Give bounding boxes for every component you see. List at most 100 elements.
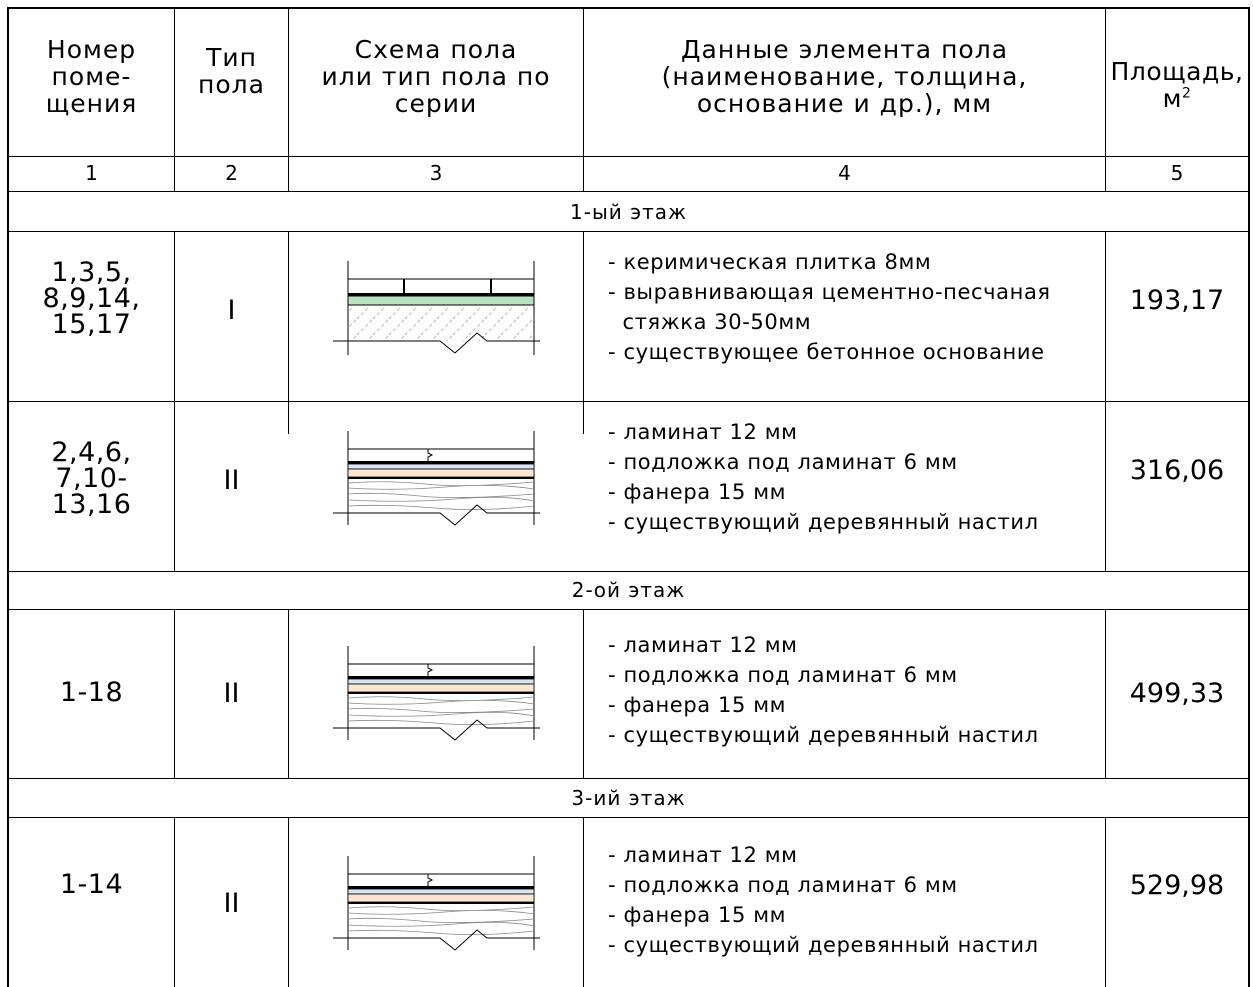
row4-floor-type: II <box>223 888 240 919</box>
header-room-number: Номер поме- щения <box>9 36 174 117</box>
row2-divider <box>7 571 1250 572</box>
col-divider-3-f3 <box>583 817 584 987</box>
column-number: 5 <box>1170 161 1184 185</box>
row3-divider <box>7 778 1250 779</box>
row3-area: 499,33 <box>1129 678 1225 709</box>
area-unit-text: м <box>1162 84 1182 113</box>
row4-area: 529,98 <box>1129 870 1225 901</box>
row2-rooms: 2,4,6, 7,10- 13,16 <box>9 437 174 520</box>
floor3-divider <box>7 817 1250 818</box>
col-divider-1-f1 <box>174 231 175 571</box>
room-line: 1-14 <box>59 869 124 900</box>
element-line: стяжка 30-50мм <box>608 310 812 334</box>
header-line: основание и др.), мм <box>696 89 993 118</box>
column-number: 1 <box>85 161 98 185</box>
floor1-divider <box>7 231 1250 232</box>
col-divider-4 <box>1105 7 1106 192</box>
header-line: щения <box>45 89 138 118</box>
row2-element-list: - ламинат 12 мм - подложка под ламинат 6… <box>608 417 1039 537</box>
header-area-unit: м2 <box>1106 85 1248 112</box>
header-line: (наименование, толщина, <box>661 62 1028 91</box>
col-divider-1-f3 <box>174 817 175 987</box>
header-line: пола <box>198 70 265 99</box>
element-line: - существующий деревянный настил <box>608 510 1039 534</box>
element-line: - фанера 15 мм <box>608 693 787 717</box>
col-divider-3-f1 <box>583 231 584 434</box>
col-divider-2-f2 <box>288 609 289 778</box>
col-divider-1 <box>174 7 175 192</box>
row4-rooms: 1-14 <box>9 869 174 900</box>
row1-rooms: 1,3,5, 8,9,14, 15,17 <box>9 257 174 340</box>
room-line: 1,3,5, <box>51 257 132 288</box>
room-line: 15,17 <box>51 309 132 340</box>
element-line: - керимическая плитка 8мм <box>608 250 932 274</box>
header-line: Тип <box>206 43 257 72</box>
col-divider-4-f2 <box>1105 609 1106 778</box>
header-floor-element-data: Данные элемента пола (наименование, толщ… <box>584 36 1105 117</box>
element-line: - ламинат 12 мм <box>608 420 798 444</box>
element-line: - выравнивающая цементно-песчаная <box>608 280 1051 304</box>
row4-element-list: - ламинат 12 мм - подложка под ламинат 6… <box>608 840 1039 960</box>
col-divider-2-f3 <box>288 817 289 987</box>
element-line: - существующий деревянный настил <box>608 723 1039 747</box>
header-divider <box>7 156 1250 157</box>
laminate-floor-scheme <box>333 856 540 951</box>
table-border-left <box>7 7 9 987</box>
row2-area: 316,06 <box>1129 455 1225 486</box>
element-line: - фанера 15 мм <box>608 903 787 927</box>
column-number: 3 <box>429 161 443 185</box>
col-divider-2 <box>288 7 289 192</box>
laminate-floor-scheme <box>333 431 540 526</box>
header-line: поме- <box>51 62 132 91</box>
header-line: Схема пола <box>354 35 518 64</box>
floor-label: 2-ой этаж <box>571 578 686 602</box>
room-line: 8,9,14, <box>42 283 141 314</box>
row3-element-list: - ламинат 12 мм - подложка под ламинат 6… <box>608 630 1039 750</box>
header-floor-scheme: Схема пола или тип пола по серии <box>289 36 583 117</box>
col-divider-2-f1 <box>288 231 289 434</box>
col-divider-4-f1 <box>1105 231 1106 571</box>
tile-floor-scheme <box>333 261 540 355</box>
table-border-right <box>1248 7 1250 987</box>
room-line: 7,10- <box>55 463 128 494</box>
room-line: 1-18 <box>59 677 124 708</box>
table-border-top <box>7 7 1250 9</box>
laminate-floor-scheme <box>333 646 540 741</box>
row1-element-list: - керимическая плитка 8мм - выравнивающа… <box>608 247 1051 367</box>
element-line: - существующее бетонное основание <box>608 340 1045 364</box>
element-line: - подложка под ламинат 6 мм <box>608 873 958 897</box>
floor-label: 3-ий этаж <box>571 786 686 810</box>
row1-floor-type: I <box>227 295 236 326</box>
header-line: Площадь, <box>1110 57 1244 86</box>
header-area: Площадь, м2 <box>1106 58 1248 112</box>
row1-area: 193,17 <box>1129 285 1225 316</box>
header-line: серии <box>394 89 478 118</box>
floor-label: 1-ый этаж <box>570 200 687 224</box>
header-floor-type: Тип пола <box>175 44 288 98</box>
header-line: или тип пола по <box>321 62 551 91</box>
col-divider-3-f2 <box>583 609 584 778</box>
row2-floor-type: II <box>223 465 240 496</box>
room-line: 2,4,6, <box>51 437 132 468</box>
element-line: - ламинат 12 мм <box>608 843 798 867</box>
element-line: - подложка под ламинат 6 мм <box>608 663 958 687</box>
element-line: - существующий деревянный настил <box>608 933 1039 957</box>
header-line: Данные элемента пола <box>680 35 1009 64</box>
element-line: - фанера 15 мм <box>608 480 787 504</box>
element-line: - подложка под ламинат 6 мм <box>608 450 958 474</box>
header-line: Номер <box>46 35 137 64</box>
number-row-divider <box>7 191 1250 192</box>
column-number: 2 <box>225 161 238 185</box>
col-divider-3 <box>583 7 584 192</box>
col-divider-1-f2 <box>174 609 175 778</box>
element-line: - ламинат 12 мм <box>608 633 798 657</box>
column-number: 4 <box>838 161 851 185</box>
area-unit-superscript: 2 <box>1181 85 1192 102</box>
col-divider-4-f3 <box>1105 817 1106 987</box>
row1-divider <box>7 401 1250 402</box>
room-line: 13,16 <box>51 489 132 520</box>
row3-floor-type: II <box>223 678 240 709</box>
floor2-divider <box>7 609 1250 610</box>
row3-rooms: 1-18 <box>9 677 174 708</box>
